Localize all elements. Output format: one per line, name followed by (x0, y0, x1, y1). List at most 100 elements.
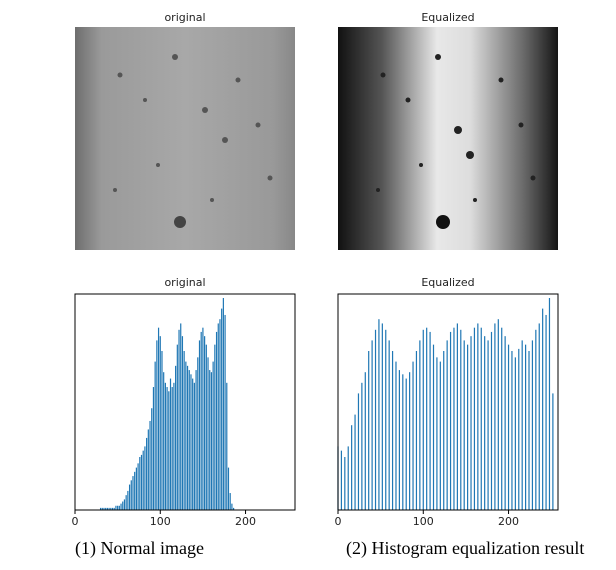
bar (231, 503, 233, 510)
bar (181, 336, 184, 510)
bar (514, 357, 516, 510)
bar (432, 344, 435, 510)
bar (446, 340, 448, 510)
bar (429, 331, 431, 510)
bar (108, 507, 110, 510)
bar (521, 340, 523, 510)
bar (422, 329, 424, 510)
bar (480, 327, 482, 510)
bar (161, 351, 163, 510)
bar (157, 327, 160, 510)
bar (224, 314, 226, 510)
bar (477, 323, 479, 510)
bar (484, 336, 486, 510)
bar (219, 319, 221, 510)
bar (470, 336, 472, 510)
bar (144, 446, 146, 510)
bar (439, 361, 441, 510)
bar (173, 382, 175, 510)
bar (205, 344, 207, 510)
bar (101, 507, 103, 510)
x-tick-label: 100 (413, 515, 434, 528)
bar (111, 507, 114, 510)
bar (117, 505, 119, 510)
bar (210, 372, 213, 510)
bar (487, 340, 489, 510)
bar (229, 493, 231, 510)
bar (340, 450, 343, 510)
bar (361, 382, 363, 510)
bar (542, 308, 544, 510)
bar (176, 344, 178, 510)
bar (545, 314, 547, 510)
bar (217, 323, 219, 510)
bar (127, 490, 129, 510)
x-tick-label: 0 (335, 515, 342, 528)
bar (154, 361, 156, 510)
bar (538, 323, 540, 510)
bar (207, 357, 209, 510)
bar (467, 344, 469, 510)
bar (453, 327, 455, 510)
bar (130, 480, 132, 510)
bar (531, 340, 534, 510)
bar (226, 382, 228, 510)
bar (436, 357, 438, 510)
bar (140, 454, 143, 510)
bar (192, 378, 194, 510)
x-tick-label: 200 (235, 515, 256, 528)
axes-frame (74, 293, 296, 511)
bar (402, 374, 404, 510)
bar (385, 329, 387, 510)
bar (391, 351, 394, 510)
bar (501, 327, 503, 510)
bar (193, 382, 195, 510)
bar (371, 340, 373, 510)
bar (409, 372, 411, 510)
bar (147, 429, 149, 510)
bar (110, 507, 112, 510)
bar (132, 476, 134, 510)
bar (209, 370, 211, 510)
bar (190, 374, 192, 510)
bar (198, 340, 201, 510)
bar (137, 463, 139, 510)
bar (463, 340, 465, 510)
bar (195, 370, 197, 510)
bar (381, 323, 383, 510)
bar (552, 393, 554, 510)
image-spots (113, 54, 273, 228)
image-original (75, 27, 295, 250)
bar (374, 329, 377, 510)
bar (415, 351, 418, 510)
bar (159, 336, 161, 510)
bar (120, 503, 122, 510)
bar (164, 382, 166, 510)
bar (354, 414, 356, 510)
bar (351, 425, 353, 510)
bar (222, 298, 224, 510)
bar (142, 450, 144, 510)
bar (490, 331, 493, 510)
bar (134, 471, 136, 510)
bar (507, 344, 510, 510)
bar (344, 457, 346, 510)
bar (149, 420, 151, 510)
bar (171, 387, 173, 510)
bar (204, 336, 206, 510)
caption: (2) Histogram equalization result (346, 538, 584, 559)
bar (169, 378, 172, 510)
bar (215, 331, 218, 510)
bar (212, 361, 214, 510)
bar (185, 361, 187, 510)
bar (166, 387, 168, 510)
bar (123, 499, 126, 510)
bar (388, 340, 390, 510)
bar (175, 365, 177, 510)
bar (163, 372, 165, 510)
bar (180, 323, 182, 510)
bar (398, 370, 400, 510)
bar (364, 372, 366, 510)
